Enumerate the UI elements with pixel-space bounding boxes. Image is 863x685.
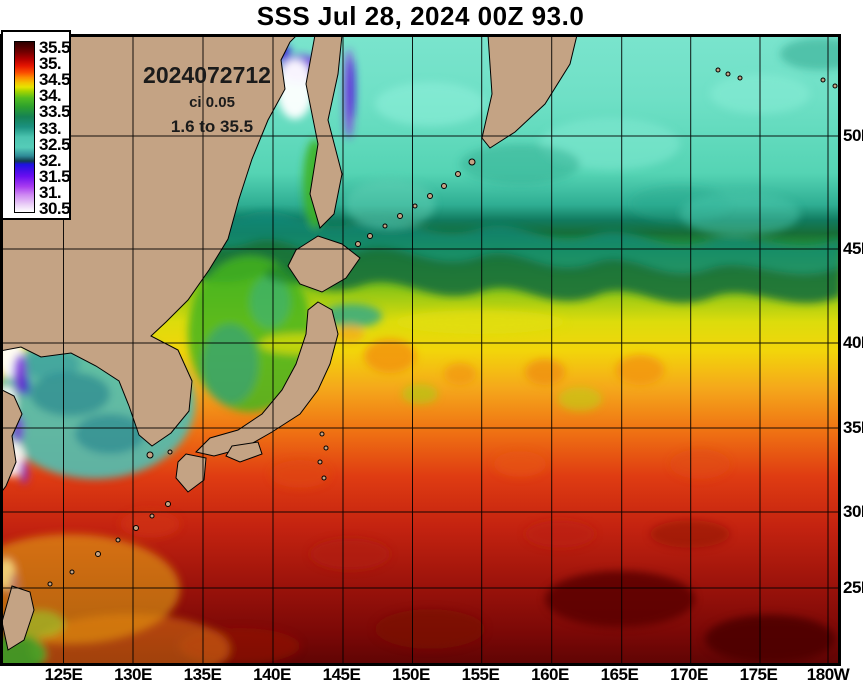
map-border — [0, 34, 841, 666]
jeju-island — [146, 451, 154, 459]
lon-tick-label: 160E — [531, 665, 569, 684]
lat-tick-label: 30N — [843, 502, 863, 521]
land-honshu — [195, 301, 339, 457]
colorbar-gradient — [14, 41, 35, 213]
lon-tick-label: 165E — [600, 665, 639, 684]
lon-tick-label: 135E — [183, 665, 222, 684]
colorbar-panel: 35.5 35. 34.5 34. 33.5 33. 32.5 32. 31.5 31. 30.5 — [1, 30, 71, 220]
lon-tick-label: 150E — [392, 665, 430, 684]
land-sakhalin — [305, 34, 343, 229]
data-range-annotation: 1.6 to 35.5 — [170, 117, 254, 136]
lon-tick-label: 155E — [461, 665, 500, 684]
map-area — [0, 34, 841, 666]
lon-tick-label: 140E — [253, 665, 291, 684]
colorbar-tick-label: 33. — [39, 118, 62, 138]
colorbar-tick-label: 32.5 — [39, 134, 71, 154]
colorbar-tick-label: 35. — [39, 54, 62, 74]
colorbar-tick-label: 30.5 — [39, 199, 71, 218]
figure-title: SSS Jul 28, 2024 00Z 93.0 — [256, 1, 585, 31]
lon-tick-label: 130E — [114, 665, 152, 684]
lat-tick-label: 40N — [843, 333, 863, 352]
contour-interval-annotation: ci 0.05 — [189, 94, 235, 111]
land-kamchatka — [481, 34, 578, 149]
front-teal-band — [0, 196, 841, 277]
lon-tick-label: 125E — [44, 665, 83, 684]
colorbar-tick-label: 31. — [39, 182, 62, 202]
commander-islands — [715, 67, 838, 89]
lat-tick-label: 50N — [843, 126, 863, 145]
lat-tick-label: 25N — [843, 578, 863, 597]
izu-islands — [317, 431, 329, 481]
lon-tick-label: 180W — [806, 665, 850, 684]
lon-tick-label: 170E — [670, 665, 708, 684]
map-canvas — [0, 34, 841, 666]
land-hokkaido — [287, 235, 361, 293]
colorbar-tick-label: 34. — [39, 86, 62, 106]
front-darkgreen-band — [0, 224, 841, 304]
land-shikoku — [225, 441, 263, 463]
colorbar-tick-label: 35.5 — [39, 38, 71, 57]
grid-lines — [0, 34, 841, 666]
lat-tick-label: 45N — [843, 239, 863, 258]
colorbar-tick-label: 33.5 — [39, 102, 71, 122]
ocean-features — [0, 38, 841, 666]
colorbar-tick-label: 32. — [39, 150, 62, 170]
lat-tick-label: 35N — [843, 418, 863, 437]
tsushima-island — [167, 449, 173, 455]
land-kyushu — [175, 453, 207, 493]
colorbar-tick-label: 31.5 — [39, 166, 71, 186]
ryukyu-islands — [47, 501, 171, 587]
kuril-islands — [355, 158, 476, 247]
lon-tick-label: 145E — [322, 665, 361, 684]
model-run-annotation: 2024072712 — [143, 62, 271, 88]
lon-tick-label: 175E — [739, 665, 778, 684]
colorbar-tick-label: 34.5 — [39, 70, 71, 90]
